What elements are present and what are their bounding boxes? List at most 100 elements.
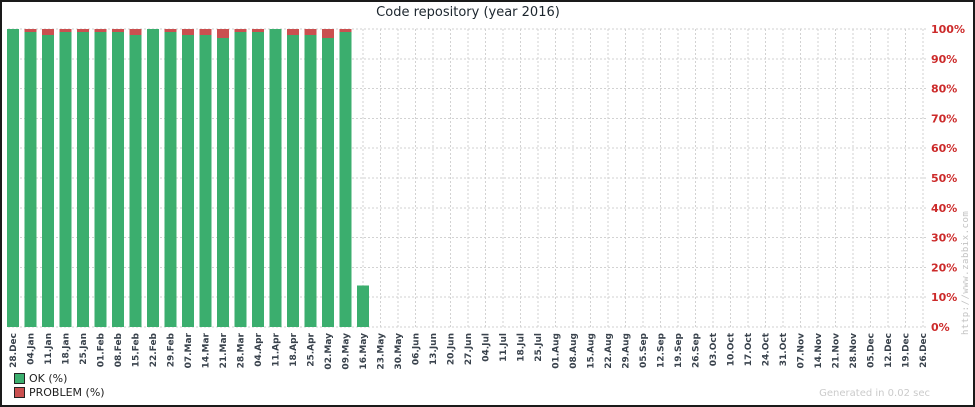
x-tick-label: 28.Nov	[849, 333, 859, 369]
x-tick-label: 10.Oct	[727, 332, 737, 366]
bar-problem	[322, 29, 334, 38]
bar-ok	[322, 37, 334, 327]
x-tick-label: 04.Jan	[27, 333, 37, 365]
legend-swatch-problem-icon	[14, 387, 25, 398]
y-tick-label: 80%	[931, 83, 957, 96]
bar-ok	[252, 31, 264, 327]
bar-ok	[182, 34, 194, 328]
x-tick-label: 27.Jun	[464, 333, 474, 365]
x-tick-label: 12.Sep	[657, 332, 667, 368]
x-tick-label: 15.Feb	[132, 332, 142, 367]
x-tick-label: 11.Apr	[272, 332, 282, 366]
x-tick-label: 16.May	[359, 333, 369, 370]
x-tick-label: 09.May	[342, 333, 352, 370]
bar-ok	[217, 37, 229, 327]
x-tick-label: 30.May	[394, 333, 404, 370]
x-tick-label: 02.May	[324, 333, 334, 370]
x-tick-label: 21.Nov	[832, 333, 842, 369]
legend-label-ok: OK (%)	[29, 372, 68, 385]
y-tick-label: 30%	[931, 232, 957, 245]
bar-problem	[77, 29, 89, 32]
x-tick-label: 25.Jul	[534, 333, 544, 362]
x-tick-label: 17.Oct	[744, 332, 754, 366]
legend-label-problem: PROBLEM (%)	[29, 386, 105, 399]
x-tick-label: 21.Mar	[219, 332, 229, 368]
x-tick-label: 28.Mar	[237, 332, 247, 368]
bar-ok	[287, 34, 299, 328]
bar-ok	[24, 31, 37, 327]
bar-ok	[199, 34, 212, 328]
x-tick-label: 03.Oct	[709, 332, 719, 366]
page-title: Code repository (year 2016)	[376, 5, 560, 20]
x-tick-label: 08.Aug	[569, 333, 579, 369]
bar-ok	[234, 31, 247, 327]
x-tick-label: 18.Apr	[289, 332, 299, 366]
x-tick-label: 19.Sep	[674, 332, 684, 368]
x-tick-label: 07.Mar	[184, 332, 194, 368]
x-tick-label: 26.Sep	[692, 332, 702, 368]
x-tick-label: 06.Jun	[412, 333, 422, 365]
bar-ok	[7, 29, 19, 327]
x-tick-label: 25.Jan	[79, 333, 89, 365]
x-tick-label: 11.Jul	[499, 333, 509, 362]
x-tick-label: 18.Jul	[517, 333, 527, 362]
x-tick-label: 25.Apr	[307, 332, 317, 366]
x-tick-label: 14.Nov	[814, 333, 824, 369]
x-tick-label: 22.Aug	[604, 333, 614, 369]
x-tick-label: 12.Dec	[884, 333, 894, 368]
bar-problem	[42, 29, 54, 35]
bar-problem	[112, 29, 124, 32]
y-tick-label: 0%	[931, 321, 950, 334]
y-tick-label: 100%	[931, 23, 965, 36]
x-tick-label: 05.Sep	[639, 332, 649, 368]
x-tick-label: 04.Jul	[482, 333, 492, 362]
y-tick-label: 70%	[931, 112, 957, 125]
x-tick-label: 14.Mar	[202, 332, 212, 368]
bar-problem	[164, 29, 177, 32]
y-tick-label: 60%	[931, 142, 957, 155]
bar-problem	[217, 29, 229, 38]
bar-ok	[129, 34, 142, 328]
x-tick-label: 05.Dec	[867, 333, 877, 368]
bar-ok	[94, 31, 107, 327]
bar-ok	[59, 31, 72, 327]
bar-problem	[339, 29, 352, 32]
bar-problem	[59, 29, 72, 32]
x-tick-label: 29.Feb	[167, 332, 177, 367]
bar-ok	[269, 29, 282, 327]
bar-problem	[304, 29, 317, 35]
x-tick-label: 11.Jan	[44, 333, 54, 365]
bar-ok	[112, 31, 124, 327]
legend-item-problem: PROBLEM (%)	[14, 386, 105, 399]
generated-time-note: Generated in 0.02 sec	[819, 388, 930, 399]
y-tick-label: 90%	[931, 53, 957, 66]
x-tick-label: 29.Aug	[622, 333, 632, 369]
bar-problem	[234, 29, 247, 32]
x-tick-label: 19.Dec	[902, 333, 912, 368]
x-tick-label: 01.Aug	[552, 333, 562, 369]
bar-ok	[164, 31, 177, 327]
bar-problem	[199, 29, 212, 35]
x-tick-label: 15.Aug	[587, 333, 597, 369]
bar-ok	[339, 31, 352, 327]
bar-ok	[77, 31, 89, 327]
x-tick-label: 01.Feb	[97, 332, 107, 367]
x-tick-label: 08.Feb	[114, 332, 124, 367]
x-tick-label: 22.Feb	[149, 332, 159, 367]
x-tick-label: 04.Apr	[254, 332, 264, 366]
bar-problem	[129, 29, 142, 35]
bar-ok	[42, 34, 54, 328]
bar-problem	[287, 29, 299, 35]
y-tick-label: 50%	[931, 172, 957, 185]
x-tick-label: 18.Jan	[62, 333, 72, 365]
x-tick-label: 28.Dec	[9, 333, 19, 368]
x-tick-label: 24.Oct	[762, 332, 772, 366]
x-tick-label: 13.Jun	[429, 333, 439, 365]
bar-ok	[357, 285, 369, 327]
x-tick-label: 23.May	[377, 333, 387, 370]
y-tick-label: 20%	[931, 261, 957, 274]
bar-problem	[94, 29, 107, 32]
x-tick-label: 07.Nov	[797, 333, 807, 369]
